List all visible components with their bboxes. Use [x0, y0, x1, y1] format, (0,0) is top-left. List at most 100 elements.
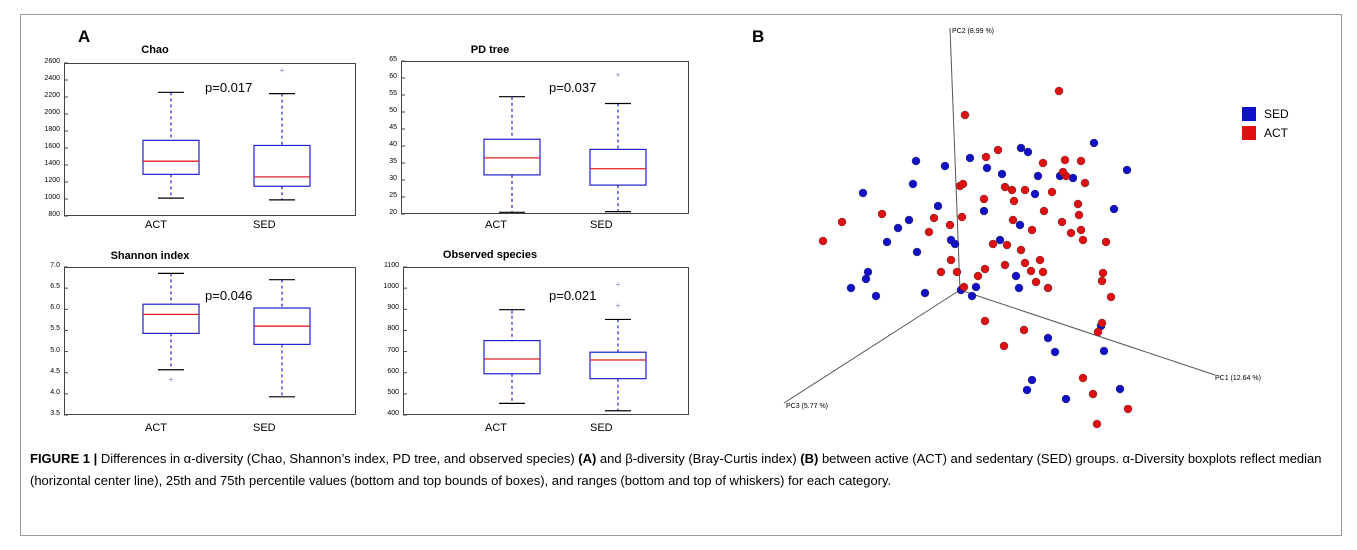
scatter-point-sed	[1068, 173, 1078, 183]
plot-title: Shannon index	[110, 250, 190, 262]
plot-frame	[64, 63, 356, 216]
scatter-point-act	[999, 341, 1009, 351]
category-label-sed: SED	[590, 422, 613, 434]
y-tick-label: 2200	[44, 92, 60, 99]
pc2-axis-label: PC2 (8.99 %)	[952, 28, 995, 35]
scatter-point-sed	[1027, 375, 1037, 385]
scatter-point-act	[877, 209, 887, 219]
scatter-point-act	[979, 194, 989, 204]
scatter-point-sed	[1015, 220, 1025, 230]
caption-ref-b: (B)	[800, 451, 819, 466]
y-tick-label: 4.5	[50, 367, 60, 375]
scatter-point-sed	[1022, 385, 1032, 395]
plot-frame	[403, 267, 689, 415]
caption-ref-a: (A)	[578, 451, 597, 466]
y-tick-label: 7.0	[50, 262, 60, 269]
y-tick-label: 5.5	[50, 325, 60, 333]
y-tick-label: 5.0	[50, 346, 60, 354]
y-tick-label: 1000	[383, 283, 399, 291]
scatter-point-sed	[971, 282, 981, 292]
category-label-act: ACT	[485, 219, 507, 231]
y-tick-label: 4.0	[50, 388, 60, 396]
scatter-point-sed	[912, 247, 922, 257]
y-tick-label: 40	[389, 141, 397, 148]
scatter-point-sed	[946, 235, 956, 245]
scatter-point-act	[1060, 155, 1070, 165]
category-label-sed: SED	[253, 219, 276, 231]
scatter-point-sed	[911, 156, 921, 166]
scatter-point-sed	[1109, 204, 1119, 214]
caption-text-2: and β-diversity (Bray-Curtis index)	[596, 451, 801, 466]
scatter-point-act	[1093, 327, 1103, 337]
y-tick-label: 700	[387, 346, 399, 354]
outlier-mark: +	[616, 301, 621, 310]
y-tick-label: 1200	[44, 177, 60, 184]
scatter-point-act	[1026, 266, 1036, 276]
scatter-point-act	[957, 212, 967, 222]
scatter-point-sed	[1014, 283, 1024, 293]
figure-caption: FIGURE 1 | Differences in α-diversity (C…	[30, 448, 1330, 492]
scatter-point-act	[929, 213, 939, 223]
scatter-point-act	[1031, 277, 1041, 287]
scatter-point-sed	[1050, 347, 1060, 357]
scatter-point-act	[924, 227, 934, 237]
scatter-point-sed	[846, 283, 856, 293]
scatter-point-act	[818, 236, 828, 246]
scatter-point-sed	[997, 169, 1007, 179]
scatter-point-sed	[967, 291, 977, 301]
box-sed	[589, 148, 647, 186]
scatter-point-act	[1047, 187, 1057, 197]
outlier-mark: +	[510, 308, 515, 317]
scatter-point-sed	[1089, 138, 1099, 148]
scatter-point-act	[1000, 260, 1010, 270]
y-tick-label: 2600	[44, 58, 60, 65]
scatter-point-sed	[863, 267, 873, 277]
box-act	[142, 303, 200, 334]
scatter-point-sed	[1061, 394, 1071, 404]
outlier-mark: +	[280, 66, 285, 75]
scatter-point-act	[1043, 283, 1053, 293]
scatter-point-sed	[908, 179, 918, 189]
scatter-point-sed	[904, 215, 914, 225]
scatter-point-act	[993, 145, 1003, 155]
scatter-point-act	[1002, 240, 1012, 250]
plot-title: Observed species	[442, 249, 538, 261]
pc2-axis-line	[949, 27, 961, 291]
scatter-point-sed	[933, 201, 943, 211]
y-tick-label: 20	[389, 209, 397, 216]
y-tick-label: 800	[48, 211, 60, 218]
scatter-point-act	[1101, 237, 1111, 247]
legend-item-sed: SED	[1242, 107, 1289, 121]
scatter-point-act	[1035, 255, 1045, 265]
scatter-point-sed	[1033, 171, 1043, 181]
y-tick-label: 60	[389, 73, 397, 80]
scatter-point-act	[837, 217, 847, 227]
scatter-point-sed	[1043, 333, 1053, 343]
outlier-mark: +	[616, 280, 621, 289]
scatter-point-act	[1016, 245, 1026, 255]
y-tick-label: 1600	[44, 143, 60, 150]
plot-frame	[401, 61, 689, 214]
scatter-point-sed	[861, 274, 871, 284]
y-tick-label: 800	[387, 325, 399, 333]
scatter-point-act	[1020, 258, 1030, 268]
scatter-point-act	[973, 271, 983, 281]
category-label-act: ACT	[145, 422, 167, 434]
scatter-point-act	[952, 267, 962, 277]
box-sed	[589, 351, 647, 380]
scatter-point-sed	[940, 161, 950, 171]
box-act	[483, 138, 541, 176]
scatter-point-sed	[995, 235, 1005, 245]
y-tick-label: 55	[389, 90, 397, 97]
scatter-point-sed	[1122, 165, 1132, 175]
box-act	[142, 139, 200, 175]
y-tick-label: 2400	[44, 75, 60, 82]
scatter-point-act	[1027, 225, 1037, 235]
scatter-point-act	[1123, 404, 1133, 414]
scatter-point-act	[1098, 268, 1108, 278]
scatter-point-act	[1073, 199, 1083, 209]
pc3-axis-line	[783, 289, 961, 404]
